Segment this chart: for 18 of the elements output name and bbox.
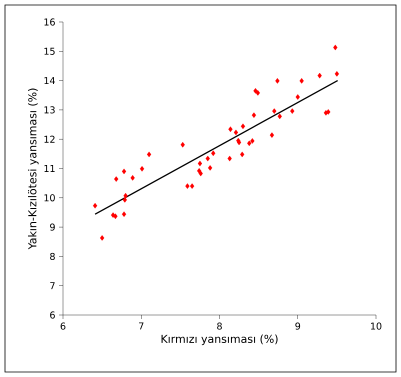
y-tick-label: 6: [50, 311, 55, 319]
y-tick-label: 10: [44, 194, 55, 202]
x-tick-label: 10: [371, 322, 382, 330]
y-tick-label: 8: [50, 252, 55, 260]
x-tick-label: 9: [295, 322, 300, 330]
y-tick-label: 11: [44, 165, 55, 172]
y-tick-label: 9: [50, 224, 55, 231]
y-tick-label: 14: [44, 77, 55, 84]
y-tick-label: 12: [44, 136, 55, 143]
y-axis-title: Yakın-Kızılötesi yansıması (%): [28, 88, 39, 250]
x-tick-label: 6: [60, 322, 66, 330]
y-tick-label: 7: [50, 282, 55, 290]
y-tick-label: 16: [44, 18, 55, 26]
x-tick-label: 7: [139, 322, 144, 330]
x-tick-label: 8: [217, 322, 222, 330]
y-tick-label: 13: [44, 106, 55, 114]
x-axis-title: Kırmızı yansıması (%): [162, 334, 278, 346]
y-tick-label: 15: [44, 48, 55, 55]
